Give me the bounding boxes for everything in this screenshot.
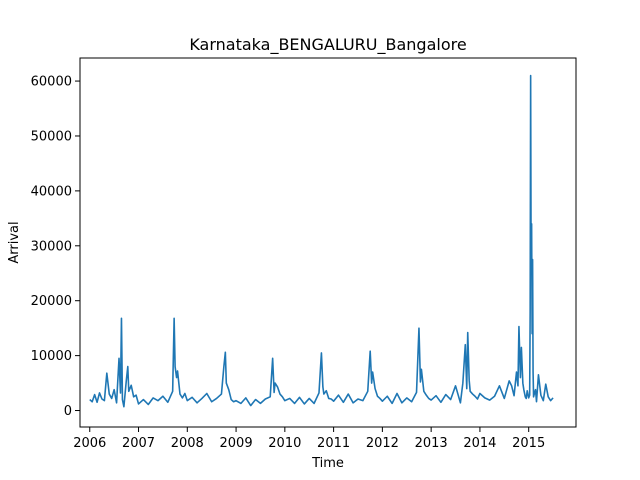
x-tick-label: 2014 [463, 436, 496, 451]
x-tick-label: 2006 [73, 436, 106, 451]
chart-title: Karnataka_BENGALURU_Bangalore [189, 35, 466, 55]
y-tick-label: 0 [64, 404, 72, 419]
y-tick-label: 10000 [31, 349, 72, 364]
y-tick-label: 60000 [31, 75, 72, 90]
x-tick-label: 2008 [171, 436, 204, 451]
y-axis: 0 10000 20000 30000 40000 50000 60000 [31, 75, 80, 419]
y-tick-label: 20000 [31, 294, 72, 309]
plot-area [89, 74, 554, 408]
x-tick-label: 2007 [122, 436, 155, 451]
x-tick-label: 2011 [317, 436, 350, 451]
axes-frame [79, 57, 577, 428]
x-tick-label: 2010 [268, 436, 301, 451]
y-tick-label: 40000 [31, 184, 72, 199]
x-tick-label: 2009 [220, 436, 253, 451]
x-tick-label: 2012 [366, 436, 399, 451]
series-line-0 [89, 74, 554, 408]
x-tick-label: 2013 [415, 436, 448, 451]
x-axis-label: Time [311, 456, 344, 471]
x-tick-label: 2015 [512, 436, 545, 451]
y-axis-label: Arrival [7, 221, 22, 263]
y-tick-label: 50000 [31, 129, 72, 144]
y-tick-label: 30000 [31, 239, 72, 254]
x-axis: 2006 2007 2008 2009 2010 2011 2012 2013 2014 2015 [73, 427, 545, 451]
